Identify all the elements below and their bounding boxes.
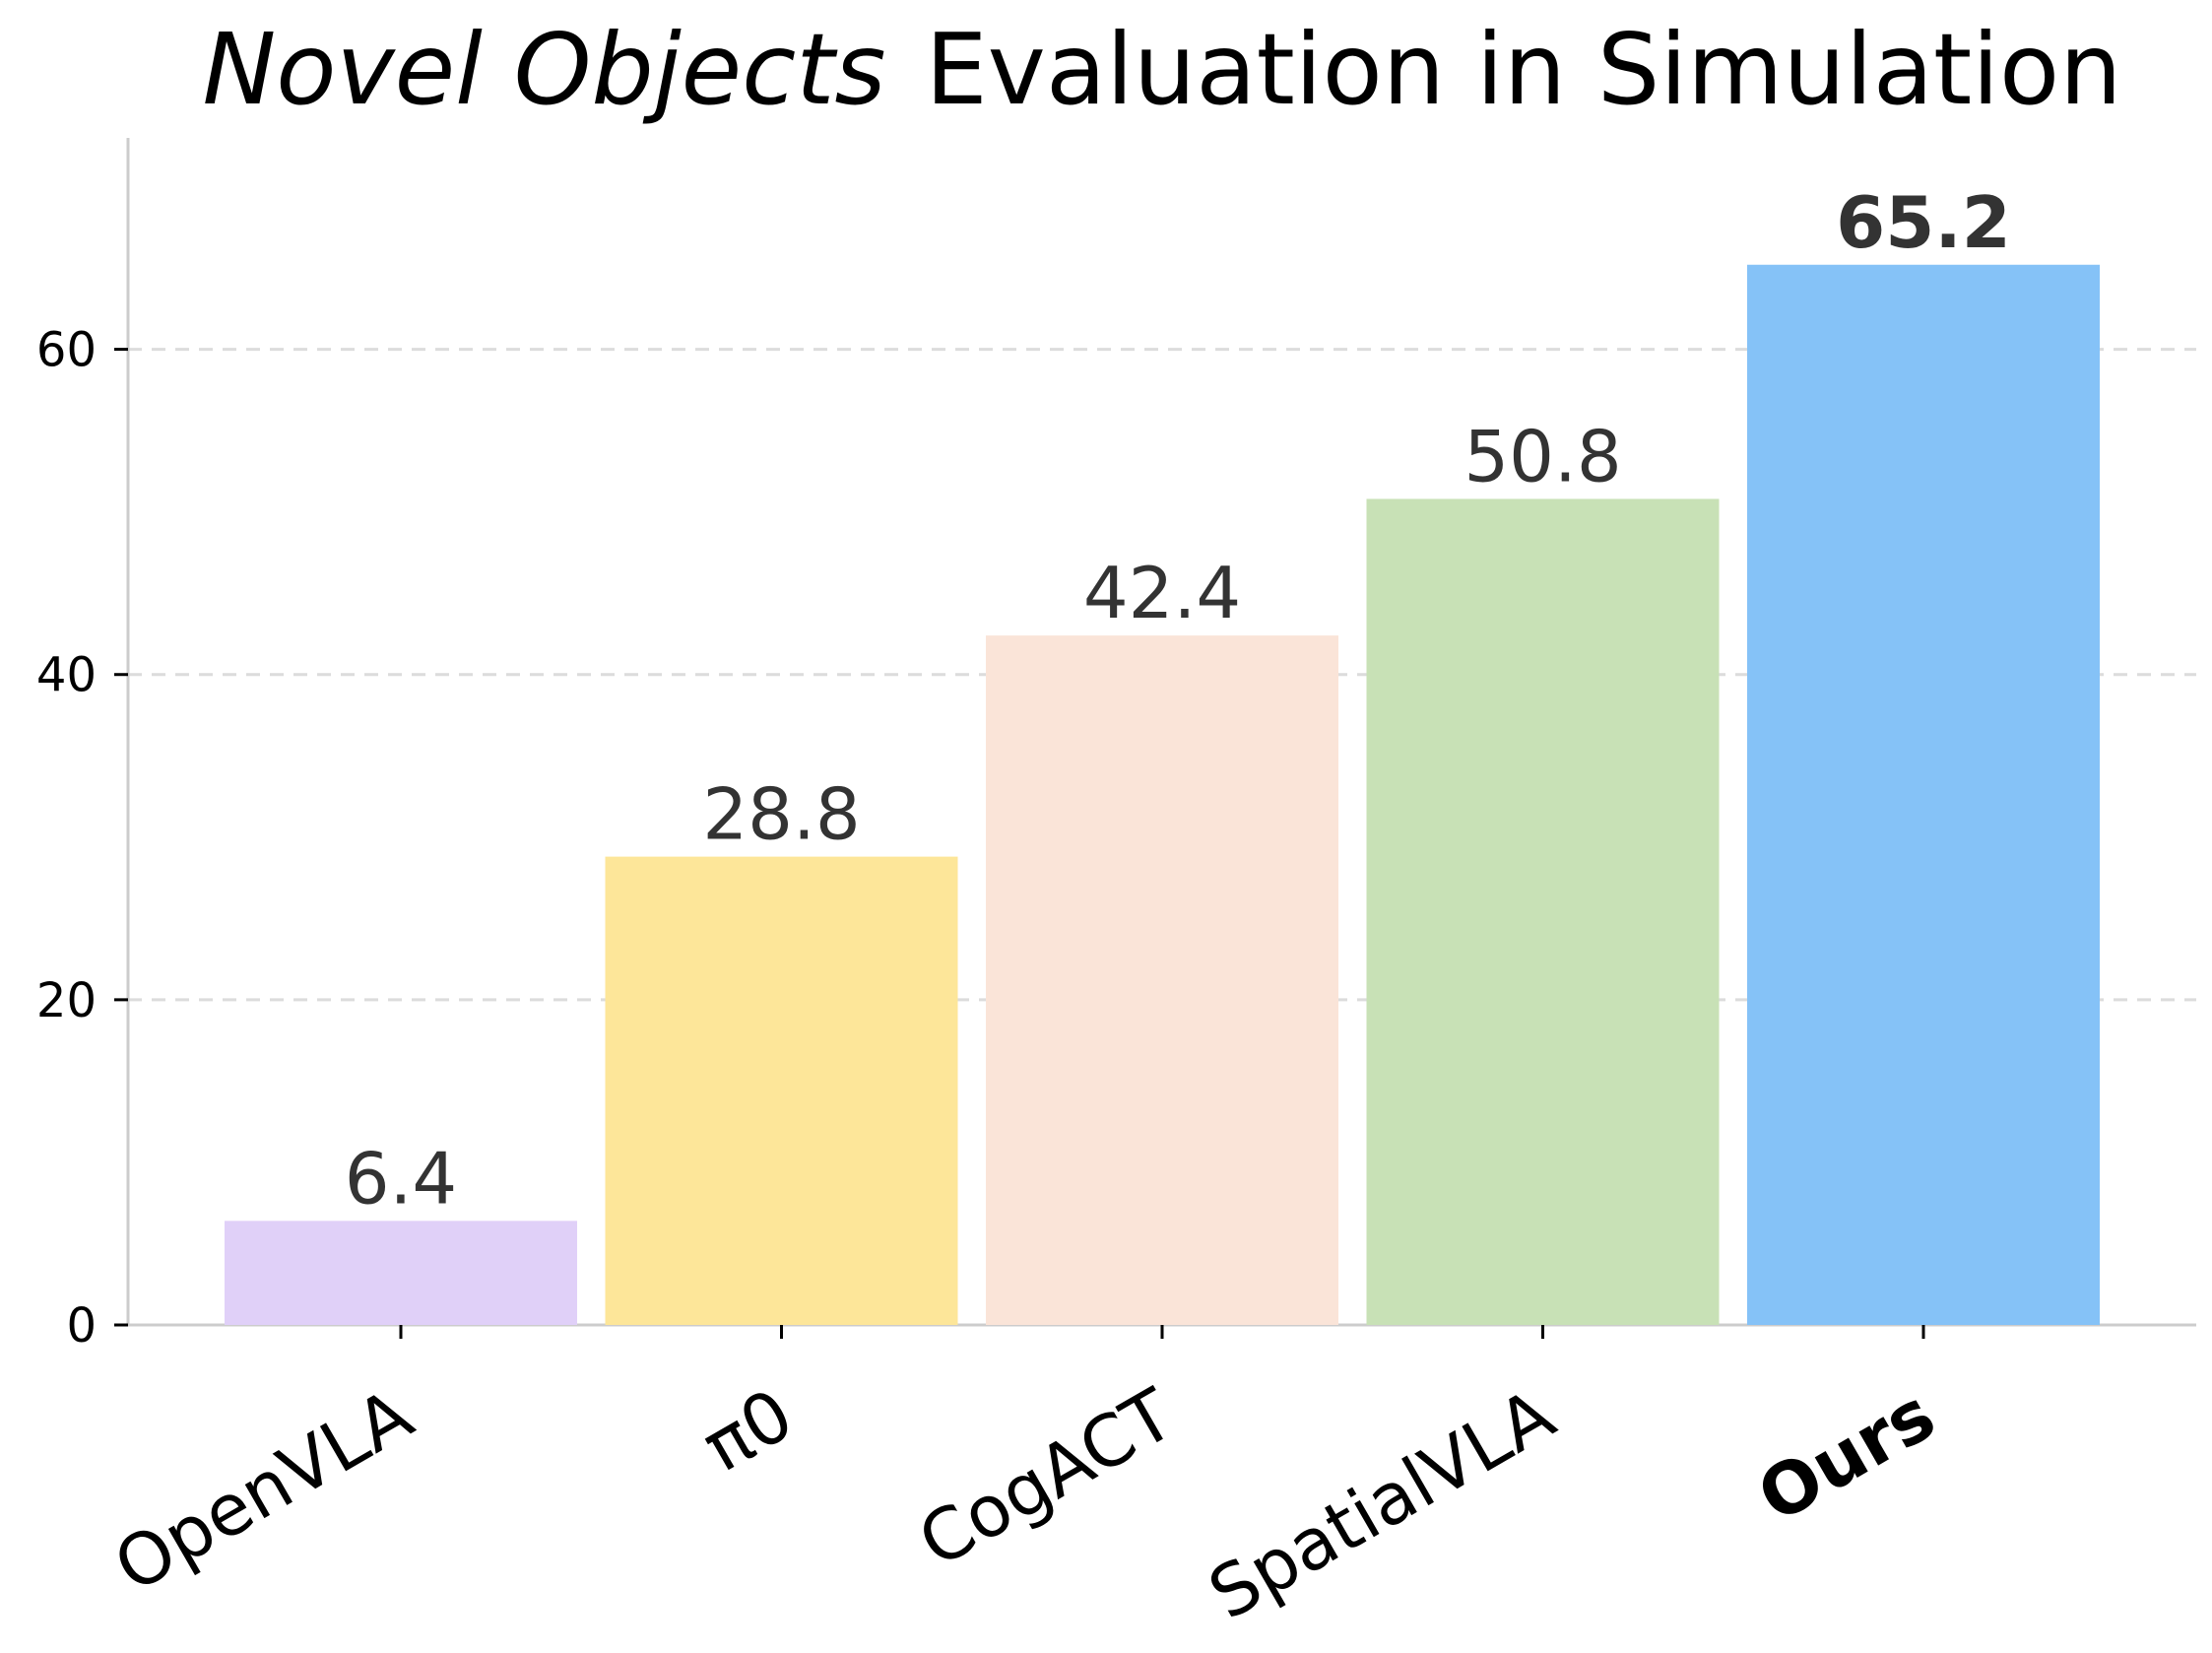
x-tick-label: SpatialVLA [1196,1372,1568,1635]
bar [986,635,1338,1325]
value-labels: 6.4 28.8 42.4 50.8 65.2 [345,181,2011,1221]
y-axis-ticks: 0 20 40 60 [36,323,128,1354]
chart-title-rest: Evaluation in Simulation [926,12,2122,127]
x-tick-label: Ours [1744,1372,1948,1538]
y-tick-label: 60 [36,323,97,378]
bar-value-label: 65.2 [1836,181,2011,264]
chart-title-italic: Novel Objects [202,12,885,127]
bar [225,1221,577,1325]
y-tick-label: 0 [66,1298,97,1354]
y-tick-label: 40 [36,648,97,703]
x-tick-label: CogACT [905,1372,1188,1583]
bar-value-label: 50.8 [1464,415,1621,497]
bar [605,856,958,1325]
bar-value-label: 6.4 [345,1137,458,1220]
bar-value-label: 28.8 [702,773,860,856]
x-axis-ticks: OpenVLA π0 CogACT SpatialVLA Ours [100,1325,1948,1635]
bars [225,264,2100,1326]
x-tick-label: OpenVLA [100,1372,425,1608]
bar-value-label: 42.4 [1083,552,1241,634]
x-tick-label: π0 [689,1372,807,1488]
bar [1366,498,1720,1326]
chart-title: Novel Objects Evaluation in Simulation [202,12,2121,127]
y-tick-label: 20 [36,973,97,1028]
grid-lines [128,348,2196,1002]
bar [1747,264,2100,1325]
